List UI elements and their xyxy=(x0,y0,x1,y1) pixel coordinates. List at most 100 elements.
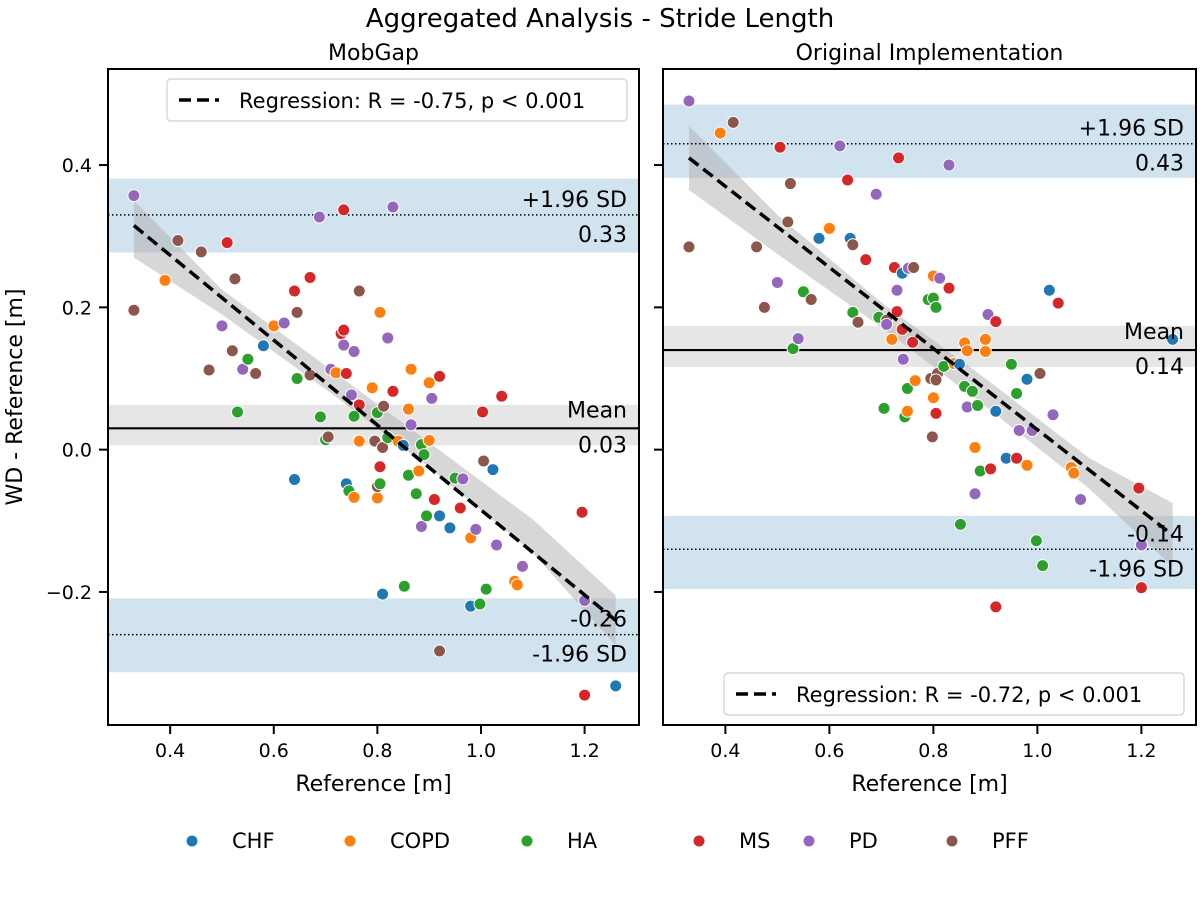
data-point-pd xyxy=(1134,538,1148,552)
data-point-pff xyxy=(290,305,304,319)
y-tick-label: 0.2 xyxy=(62,297,92,319)
data-point-pff xyxy=(726,115,740,129)
data-point-pd xyxy=(515,559,529,573)
upper-loa-label: +1.96 SD xyxy=(1079,117,1184,142)
data-point-pd xyxy=(469,522,483,536)
data-point-ms xyxy=(773,140,787,154)
data-point-pd xyxy=(1074,492,1088,506)
data-point-pd xyxy=(347,344,361,358)
data-point-pd xyxy=(1012,423,1026,437)
data-point-pd xyxy=(344,388,358,402)
regression-legend-box xyxy=(166,78,628,122)
data-point-ms xyxy=(433,369,447,383)
data-point-pd xyxy=(896,352,910,366)
data-point-chf xyxy=(486,463,500,477)
data-point-copd xyxy=(347,490,361,504)
data-point-pd xyxy=(277,316,291,330)
data-point-chf xyxy=(376,587,390,601)
regression-line xyxy=(687,156,1174,537)
data-point-copd xyxy=(713,126,727,140)
data-point-ms xyxy=(906,335,920,349)
data-point-copd xyxy=(885,332,899,346)
data-point-pff xyxy=(783,177,797,191)
panel-mobgap: +1.96 SD 0.33 Mean 0.03 -0.26 -1.96 SD 0.4 0.6 0… xyxy=(3,41,640,797)
data-point-ha xyxy=(1010,386,1024,400)
legend-marker xyxy=(343,834,357,848)
data-point-copd xyxy=(373,305,387,319)
data-point-pff xyxy=(225,344,239,358)
data-point-chf xyxy=(443,521,457,535)
regression-legend: Regression: R = -0.72, p < 0.001 xyxy=(723,672,1185,716)
y-tick-label: 0.0 xyxy=(62,440,92,462)
legend-label: HA xyxy=(567,829,598,853)
data-point-copd xyxy=(900,404,914,418)
panel-title: MobGap xyxy=(328,41,419,66)
panel-original-implementation: +1.96 SD 0.43 Mean 0.14 -0.14 -1.96 SD 0.4 0.6 0… xyxy=(654,41,1197,797)
data-point-ms xyxy=(989,315,1003,329)
lower-loa-value: -0.26 xyxy=(570,608,627,633)
data-point-pd xyxy=(215,319,229,333)
data-point-ms xyxy=(892,151,906,165)
data-point-ms xyxy=(476,405,490,419)
data-point-ms xyxy=(989,600,1003,614)
figure-legend: CHF COPD HA MS PD PFF xyxy=(185,829,1029,853)
x-axis-label: Reference [m] xyxy=(295,772,451,797)
data-point-pff xyxy=(846,238,860,252)
data-point-ms xyxy=(453,501,467,515)
data-point-copd xyxy=(422,376,436,390)
lower-loa-band xyxy=(663,515,1196,590)
data-point-ha xyxy=(796,285,810,299)
data-point-ms xyxy=(575,505,589,519)
legend-label: PFF xyxy=(992,829,1029,853)
data-point-copd xyxy=(365,381,379,395)
data-point-pff xyxy=(377,399,391,413)
data-point-ms xyxy=(427,492,441,506)
legend-marker xyxy=(945,834,959,848)
upper-loa-value: 0.33 xyxy=(578,223,627,248)
x-tick-label: 1.0 xyxy=(466,740,496,762)
data-point-ms xyxy=(339,367,353,381)
data-point-copd xyxy=(401,402,415,416)
x-axis-label: Reference [m] xyxy=(851,772,1007,797)
plot-area xyxy=(108,178,639,702)
data-point-ms xyxy=(220,236,234,250)
data-point-chf xyxy=(1020,372,1034,386)
data-point-pff xyxy=(249,367,263,381)
x-tick-label: 0.4 xyxy=(155,740,185,762)
data-point-ha xyxy=(965,384,979,398)
legend-label: MS xyxy=(739,829,770,853)
regression-legend-label: Regression: R = -0.72, p < 0.001 xyxy=(796,683,1142,707)
legend-marker xyxy=(520,834,534,848)
data-point-pd xyxy=(381,331,395,345)
data-point-ha xyxy=(373,477,387,491)
data-point-ha xyxy=(1036,559,1050,573)
legend-label: PD xyxy=(849,829,878,853)
data-point-ha xyxy=(973,464,987,478)
data-point-pd xyxy=(880,317,894,331)
data-point-pd xyxy=(1046,408,1060,422)
data-point-chf xyxy=(609,679,623,693)
data-point-ha xyxy=(473,597,487,611)
data-point-ms xyxy=(859,253,873,267)
data-point-ms xyxy=(287,284,301,298)
x-tick-label: 1.2 xyxy=(1126,740,1156,762)
data-point-ha xyxy=(347,409,361,423)
data-point-chf xyxy=(1166,332,1180,346)
data-point-copd xyxy=(158,273,172,287)
data-point-pff xyxy=(433,644,447,658)
data-point-pd xyxy=(869,187,883,201)
data-point-ms xyxy=(1010,451,1024,465)
x-tick-label: 0.6 xyxy=(259,740,289,762)
data-point-ha xyxy=(397,579,411,593)
legend-item-copd: COPD xyxy=(343,829,450,853)
legend-item-ms: MS xyxy=(692,829,770,853)
data-point-ha xyxy=(1029,534,1043,548)
data-point-ms xyxy=(495,389,509,403)
data-point-copd xyxy=(510,578,524,592)
data-point-copd xyxy=(960,344,974,358)
data-point-copd xyxy=(412,464,426,478)
legend-item-pff: PFF xyxy=(945,829,1029,853)
data-point-ha xyxy=(877,401,891,415)
mean-value: 0.03 xyxy=(578,433,627,458)
data-point-pff xyxy=(682,240,696,254)
